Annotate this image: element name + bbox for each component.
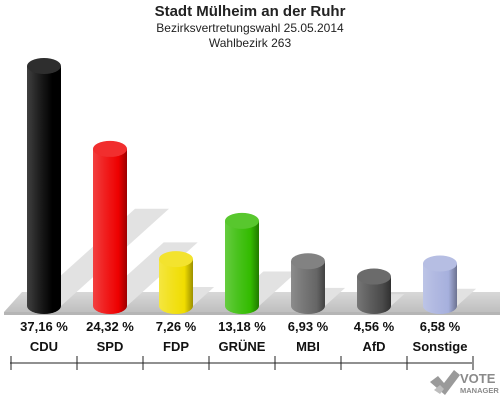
chart-floor-edge bbox=[4, 312, 500, 315]
chart-header: Stadt Mülheim an der Ruhr Bezirksvertret… bbox=[0, 3, 500, 51]
category-label: SPD bbox=[97, 339, 124, 354]
category-label: CDU bbox=[30, 339, 58, 354]
bar-mbi bbox=[291, 253, 325, 314]
bar-top bbox=[357, 268, 391, 285]
percent-label: 6,58 % bbox=[420, 319, 461, 334]
bar-top bbox=[291, 253, 325, 270]
bar-top bbox=[27, 58, 61, 74]
bar-spd bbox=[93, 140, 127, 314]
category-label: AfD bbox=[362, 339, 385, 354]
category-axis-ticks bbox=[10, 356, 474, 370]
percent-labels: 37,16 % 24,32 % 7,26 % 13,18 % 6,93 % 4,56 % 6… bbox=[20, 319, 461, 334]
percent-label: 13,18 % bbox=[218, 319, 266, 334]
logo-text-bottom: MANAGER bbox=[460, 386, 499, 395]
percent-label: 24,32 % bbox=[86, 319, 134, 334]
category-label: MBI bbox=[296, 339, 320, 354]
chart-subtitle: Bezirksvertretungswahl 25.05.2014 bbox=[156, 21, 344, 35]
percent-label: 6,93 % bbox=[288, 319, 329, 334]
percent-label: 4,56 % bbox=[354, 319, 395, 334]
bar-afd bbox=[357, 268, 391, 314]
bar-body bbox=[357, 276, 391, 314]
district-label: Wahlbezirk 263 bbox=[208, 36, 292, 50]
bar-top bbox=[93, 140, 127, 157]
chart-title: Stadt Mülheim an der Ruhr bbox=[154, 3, 346, 20]
bar-body bbox=[423, 263, 457, 314]
category-label: FDP bbox=[163, 339, 189, 354]
bar-body bbox=[27, 66, 61, 314]
percent-label: 37,16 % bbox=[20, 319, 68, 334]
bar-body bbox=[291, 261, 325, 314]
bar-body bbox=[93, 148, 127, 314]
bar-cdu bbox=[27, 58, 61, 314]
bars bbox=[27, 58, 457, 314]
bar-grüne bbox=[225, 212, 259, 314]
logo-check-icon bbox=[430, 370, 460, 395]
bar-body bbox=[159, 259, 193, 314]
bar-top bbox=[225, 212, 259, 229]
category-labels: CDU SPD FDP GRÜNE MBI AfD Sonstige bbox=[30, 339, 468, 354]
bar-top bbox=[159, 251, 193, 268]
bar-top bbox=[423, 255, 457, 272]
bar-sonstige bbox=[423, 255, 457, 314]
logo-text-top: VOTE bbox=[460, 371, 496, 386]
bar-body bbox=[225, 220, 259, 314]
vote-manager-logo: VOTE MANAGER bbox=[430, 370, 499, 395]
bar-fdp bbox=[159, 251, 193, 314]
category-label: GRÜNE bbox=[219, 339, 266, 354]
category-label: Sonstige bbox=[413, 339, 468, 354]
percent-label: 7,26 % bbox=[156, 319, 197, 334]
